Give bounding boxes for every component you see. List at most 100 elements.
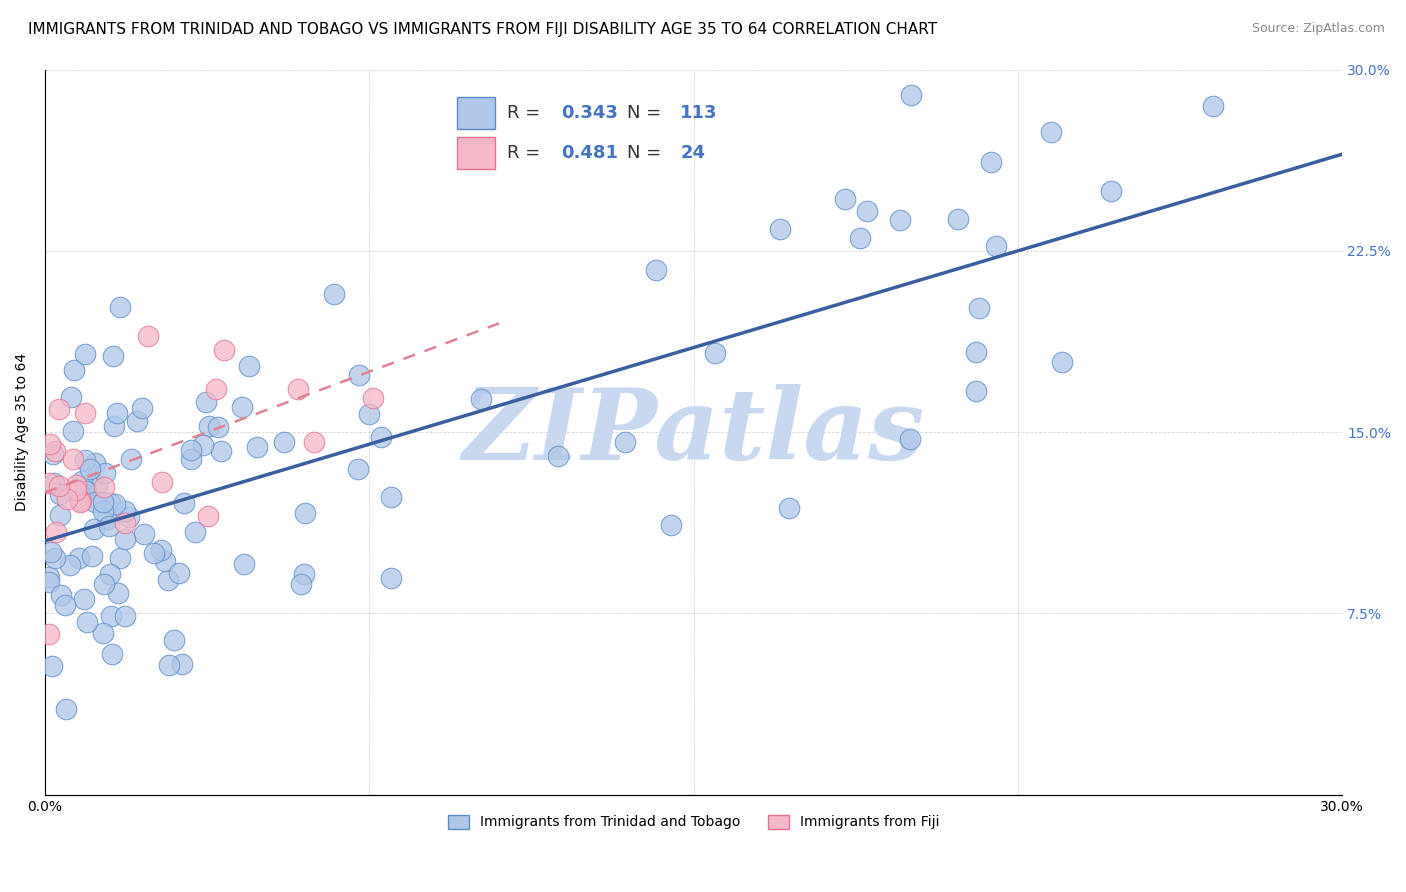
Point — [103, 418, 125, 433]
Point — [167, 566, 190, 580]
Point — [63, 363, 86, 377]
Point — [59, 558, 82, 572]
Point — [287, 382, 309, 396]
Point — [965, 384, 987, 399]
Point — [292, 567, 315, 582]
Point — [67, 550, 90, 565]
Point — [73, 346, 96, 360]
Point — [93, 577, 115, 591]
Point — [205, 382, 228, 396]
Point — [39, 545, 62, 559]
Point — [80, 549, 103, 563]
Point — [62, 424, 84, 438]
Point — [59, 391, 82, 405]
Point — [96, 512, 118, 526]
Point — [834, 192, 856, 206]
Point — [149, 543, 172, 558]
Point — [898, 432, 921, 446]
Point — [136, 328, 159, 343]
Point — [114, 608, 136, 623]
Point — [38, 570, 60, 584]
Point — [195, 394, 218, 409]
Point — [197, 509, 219, 524]
Point — [855, 204, 877, 219]
Point — [70, 474, 93, 488]
Point — [370, 430, 392, 444]
Point — [150, 475, 173, 489]
Point — [246, 440, 269, 454]
Point — [38, 626, 60, 640]
Point — [83, 522, 105, 536]
Text: IMMIGRANTS FROM TRINIDAD AND TOBAGO VS IMMIGRANTS FROM FIJI DISABILITY AGE 35 TO: IMMIGRANTS FROM TRINIDAD AND TOBAGO VS I… — [28, 22, 938, 37]
Point — [49, 589, 72, 603]
Point — [233, 557, 256, 571]
Point — [153, 554, 176, 568]
Point — [69, 492, 91, 507]
Point — [231, 400, 253, 414]
Point — [212, 343, 235, 358]
Point — [347, 368, 370, 383]
Point — [48, 478, 70, 492]
Point — [48, 402, 70, 417]
Point — [107, 585, 129, 599]
Point — [114, 532, 136, 546]
Point — [105, 406, 128, 420]
Point — [302, 434, 325, 449]
Point — [114, 504, 136, 518]
Point — [76, 615, 98, 629]
Point — [56, 491, 79, 506]
Point — [380, 571, 402, 585]
Point — [38, 575, 60, 590]
Text: Source: ZipAtlas.com: Source: ZipAtlas.com — [1251, 22, 1385, 36]
Point — [108, 300, 131, 314]
Point — [1050, 355, 1073, 369]
Point — [101, 349, 124, 363]
Legend: Immigrants from Trinidad and Tobago, Immigrants from Fiji: Immigrants from Trinidad and Tobago, Imm… — [443, 809, 945, 835]
Point — [42, 476, 65, 491]
Text: ZIPatlas: ZIPatlas — [463, 384, 925, 481]
Point — [769, 222, 792, 236]
Point — [156, 573, 179, 587]
Point — [193, 438, 215, 452]
Point — [41, 659, 63, 673]
Point — [93, 480, 115, 494]
Point — [1099, 184, 1122, 198]
Point — [180, 442, 202, 457]
Point — [361, 391, 384, 405]
Point — [72, 592, 94, 607]
Point — [849, 231, 872, 245]
Point — [900, 87, 922, 102]
Point — [207, 420, 229, 434]
Point — [108, 550, 131, 565]
Point — [45, 524, 67, 539]
Point — [62, 452, 84, 467]
Point — [91, 626, 114, 640]
Point — [75, 406, 97, 420]
Point — [120, 452, 142, 467]
Point — [79, 462, 101, 476]
Point — [965, 345, 987, 359]
Point — [38, 475, 60, 490]
Y-axis label: Disability Age 35 to 64: Disability Age 35 to 64 — [15, 353, 30, 511]
Point — [65, 483, 87, 498]
Point — [42, 447, 65, 461]
Point — [163, 632, 186, 647]
Point — [173, 495, 195, 509]
Point — [94, 466, 117, 480]
Point — [290, 577, 312, 591]
Point — [86, 478, 108, 492]
Point — [49, 487, 72, 501]
Point — [1201, 99, 1223, 113]
Point — [38, 436, 60, 450]
Point — [948, 212, 970, 227]
Point — [380, 491, 402, 505]
Point — [84, 456, 107, 470]
Point — [778, 501, 800, 516]
Point — [470, 392, 492, 406]
Point — [98, 518, 121, 533]
Point — [101, 647, 124, 661]
Point — [53, 599, 76, 613]
Point — [703, 346, 725, 360]
Point — [645, 263, 668, 277]
Point — [131, 401, 153, 415]
